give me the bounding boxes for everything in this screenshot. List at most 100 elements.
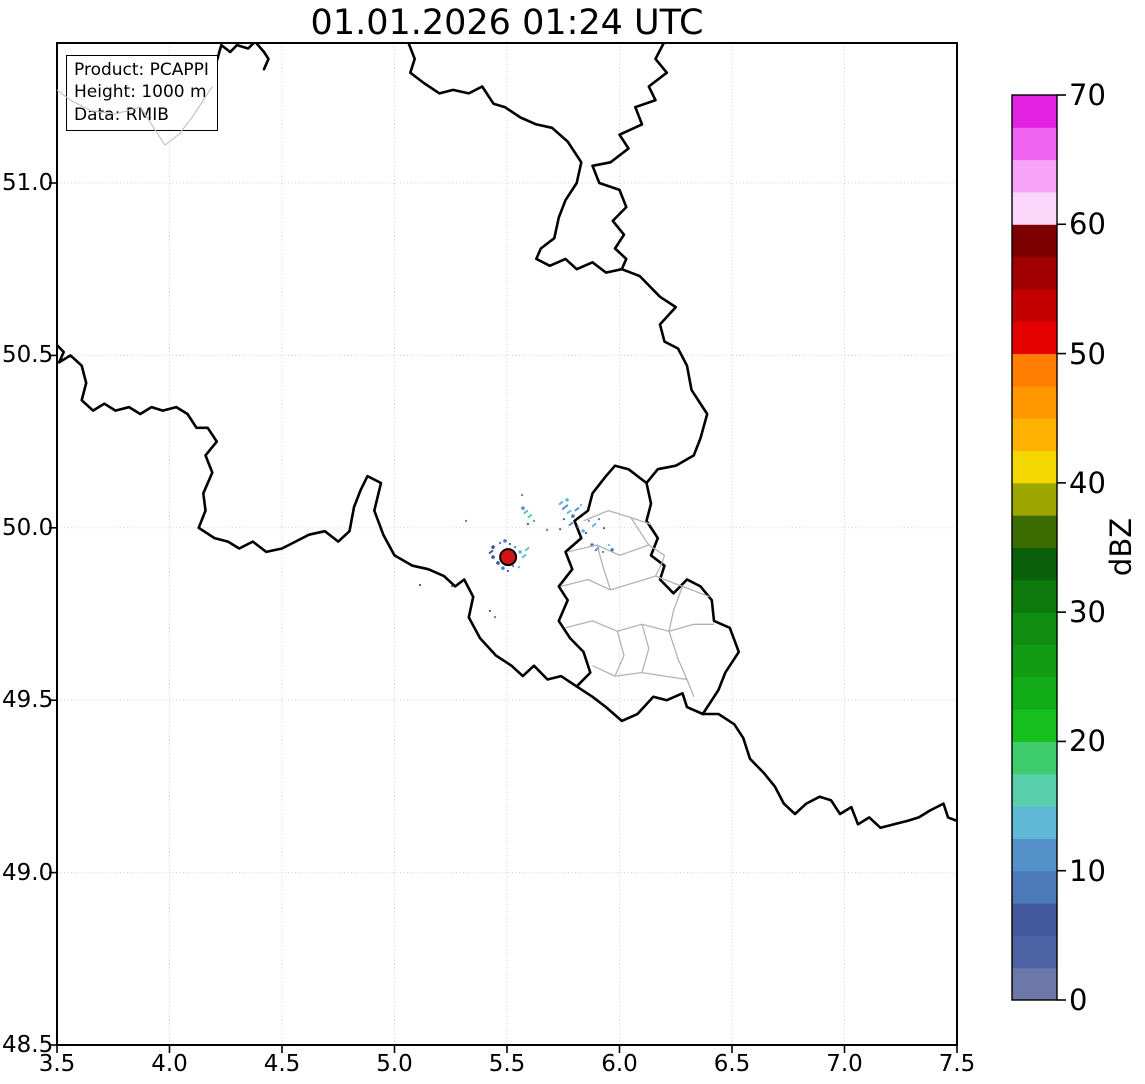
radar-echo	[597, 518, 601, 521]
canton-border	[592, 665, 688, 681]
y-tick-label-48.5: 48.5	[2, 1032, 54, 1058]
radar-echo	[514, 546, 517, 549]
colorbar-tick-label-10: 10	[1069, 853, 1106, 888]
x-tick-label-3.5: 3.5	[38, 1051, 76, 1077]
radar-echo	[526, 522, 530, 526]
colorbar-segment	[1012, 450, 1057, 484]
x-tick-label-6.5: 6.5	[713, 1051, 751, 1077]
colorbar-segment	[1012, 385, 1057, 419]
canton-border	[565, 620, 714, 632]
radar-echo	[601, 550, 605, 554]
y-tick-label-49.0: 49.0	[2, 859, 54, 886]
colorbar-segment	[1012, 321, 1057, 355]
colorbar-tick-label-70: 70	[1069, 78, 1106, 112]
colorbar-segment	[1012, 159, 1057, 193]
colorbar-segment	[1012, 353, 1057, 387]
radar-echo	[521, 553, 527, 559]
radar-echo	[571, 514, 575, 518]
radar-echo	[451, 584, 454, 588]
national-border	[591, 43, 669, 271]
radar-echo	[591, 522, 597, 528]
colorbar-segment	[1012, 224, 1057, 258]
radar-echo	[493, 616, 497, 619]
colorbar-tick-label-40: 40	[1069, 465, 1106, 500]
canton-border	[596, 544, 612, 591]
colorbar-segment	[1012, 127, 1057, 161]
colorbar-tick-label-30: 30	[1069, 595, 1106, 630]
radar-echo	[590, 543, 594, 547]
colorbar-segment	[1012, 95, 1057, 128]
colorbar-segment	[1012, 870, 1057, 904]
x-tick-label-4.5: 4.5	[263, 1051, 301, 1077]
info-line-height: Height: 1000 m	[74, 82, 207, 103]
radar-echo	[521, 506, 525, 510]
colorbar-segment	[1012, 482, 1057, 516]
colorbar-segment	[1012, 806, 1057, 839]
canton-border	[630, 517, 650, 546]
radar-echo	[602, 527, 606, 530]
colorbar-segment	[1012, 579, 1057, 613]
x-tick-label-7.5: 7.5	[938, 1051, 976, 1077]
radar-echo	[503, 539, 507, 543]
colorbar-segment	[1012, 967, 1057, 1001]
radar-echo	[518, 550, 522, 554]
radar-echo	[508, 542, 512, 546]
national-border	[620, 267, 709, 485]
colorbar-segment	[1012, 288, 1057, 322]
x-tick-label-7.0: 7.0	[826, 1051, 863, 1077]
radar-echo	[577, 526, 580, 529]
colorbar-tick-label-50: 50	[1069, 336, 1106, 371]
colorbar-segment	[1012, 838, 1057, 872]
national-border	[557, 464, 741, 723]
colorbar-segment	[1012, 256, 1057, 290]
info-box: Product: PCAPPI Height: 1000 m Data: RMI…	[66, 55, 218, 132]
canton-border	[614, 631, 625, 677]
x-tick-label-5.0: 5.0	[376, 1051, 413, 1077]
radar-echo	[565, 498, 569, 502]
colorbar-label: dBZ	[1104, 517, 1138, 577]
radar-echo	[488, 609, 491, 612]
radar-echo	[594, 547, 600, 552]
colorbar-segment	[1012, 612, 1057, 645]
national-border	[407, 43, 624, 274]
colorbar-segment	[1012, 418, 1057, 452]
info-line-data: Data: RMIB	[74, 104, 169, 125]
colorbar-segment	[1012, 773, 1057, 807]
national-border	[57, 343, 579, 688]
figure-title: 01.01.2026 01:24 UTC	[310, 3, 704, 43]
radar-echo	[491, 545, 495, 549]
radar-echo	[506, 569, 509, 573]
x-tick-label-6.0: 6.0	[601, 1051, 638, 1077]
colorbar-segment	[1012, 709, 1057, 742]
colorbar-frame	[1011, 94, 1058, 1001]
radar-echo	[524, 547, 530, 552]
national-border	[701, 712, 957, 830]
radar-echo	[607, 543, 611, 547]
colorbar-segment	[1012, 935, 1057, 969]
radar-echo	[491, 555, 495, 559]
radar-echo	[559, 528, 562, 531]
radar-echo	[520, 493, 524, 497]
canton-border	[654, 555, 666, 577]
colorbar-tick-label-60: 60	[1069, 207, 1106, 242]
radar-echo	[511, 564, 515, 568]
radar-echo	[523, 509, 529, 515]
radar-echo	[501, 566, 505, 570]
canton-border	[567, 544, 665, 557]
radar-echo	[488, 549, 494, 555]
radar-echo	[517, 566, 521, 569]
radar-site-marker	[499, 548, 518, 567]
map-layers	[57, 43, 957, 1045]
y-tick-label-49.5: 49.5	[2, 687, 54, 714]
colorbar-segment	[1012, 644, 1057, 678]
x-tick-label-5.5: 5.5	[488, 1051, 526, 1077]
radar-echo	[527, 513, 533, 519]
radar-echo	[498, 541, 502, 545]
canton-border	[583, 509, 652, 526]
colorbar-segment	[1012, 741, 1057, 775]
radar-echo	[568, 521, 574, 527]
info-line-product: Product: PCAPPI	[74, 60, 209, 80]
radar-echo	[418, 583, 422, 587]
